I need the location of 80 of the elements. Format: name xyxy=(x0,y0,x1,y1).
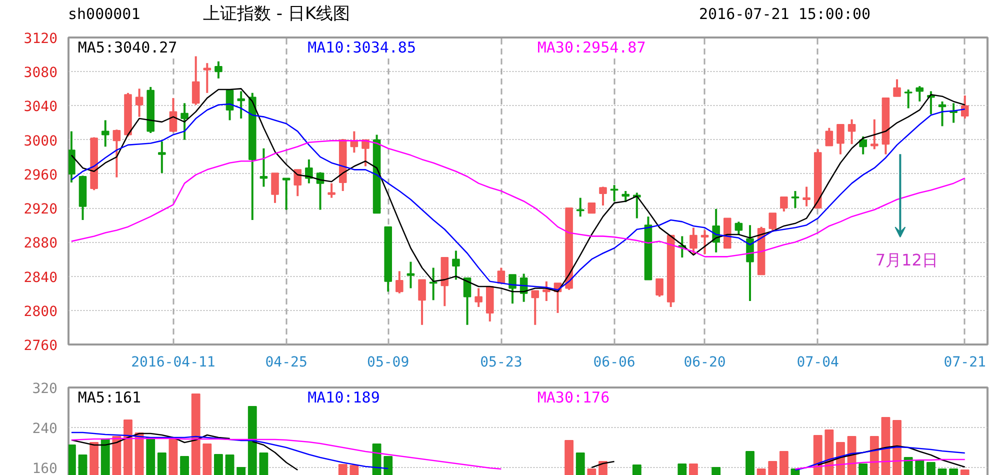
candlestick xyxy=(271,172,279,204)
candlestick xyxy=(158,140,166,174)
text: MA30:2954.87 xyxy=(537,38,646,56)
candlestick xyxy=(135,88,144,118)
candlestick xyxy=(101,119,110,148)
x-tick-label: 07-21 xyxy=(944,354,986,370)
annotation: 7月12日 xyxy=(875,250,938,270)
candlestick xyxy=(848,118,856,146)
candlestick xyxy=(214,60,222,80)
candlestick xyxy=(169,97,178,134)
y-tick-label: 3120 xyxy=(24,31,58,47)
candlestick xyxy=(180,102,188,141)
candlestick xyxy=(588,202,596,214)
candlestick xyxy=(780,196,788,212)
candlestick xyxy=(700,229,709,256)
x-tick-label: 07-04 xyxy=(796,354,839,370)
candlestick xyxy=(531,290,540,326)
text: sh000001 xyxy=(68,4,140,25)
text: MA10:189 xyxy=(308,388,380,406)
x-tick-label: 2016-04-11 xyxy=(131,354,216,370)
y-tick-label: 3000 xyxy=(24,133,58,150)
chart-title: 上证指数 - 日K线图 xyxy=(203,3,350,26)
candlestick xyxy=(68,130,76,184)
x-tick-label: 06-20 xyxy=(684,354,726,370)
candlestick xyxy=(893,78,901,98)
candlestick xyxy=(916,85,924,102)
candlestick xyxy=(734,220,743,236)
x-tick-label: 06-06 xyxy=(593,354,636,370)
candlestick xyxy=(960,94,969,120)
candlestick xyxy=(622,190,630,204)
y-tick-label: 320 xyxy=(32,381,58,397)
candlestick xyxy=(497,266,506,284)
candlestick xyxy=(294,168,302,198)
text: MA30:176 xyxy=(537,388,610,406)
candlestick xyxy=(746,224,754,302)
candlestick xyxy=(282,177,290,211)
y-tick-label: 2760 xyxy=(24,338,58,354)
candlestick xyxy=(791,190,800,210)
candlestick xyxy=(237,90,245,120)
candlestick xyxy=(508,274,516,305)
candlestick xyxy=(904,88,912,110)
candlestick xyxy=(656,278,664,298)
candlestick xyxy=(474,287,482,308)
x-tick-label: 05-23 xyxy=(480,354,522,370)
text: MA10:3034.85 xyxy=(308,38,416,56)
x-tick-label: 05-09 xyxy=(367,354,410,370)
candlestick xyxy=(599,186,607,206)
candlestick xyxy=(542,280,550,302)
candlestick xyxy=(768,212,777,233)
x-tick-label: 04-25 xyxy=(265,354,308,370)
text: MA5:3040.27 xyxy=(78,38,178,56)
y-tick-label: 3080 xyxy=(24,65,58,82)
y-tick-label: 240 xyxy=(32,421,58,437)
candlestick xyxy=(112,128,121,178)
candlestick xyxy=(260,147,268,188)
candlestick xyxy=(452,250,460,281)
y-tick-label: 2920 xyxy=(24,202,58,218)
candlestick xyxy=(203,62,212,94)
y-tick-label: 160 xyxy=(32,461,58,475)
candlestick xyxy=(396,270,404,294)
candlestick xyxy=(226,89,234,122)
candlestick xyxy=(938,100,946,128)
candlestick xyxy=(192,55,200,106)
candlestick xyxy=(328,182,336,199)
series-label: MA5:161 xyxy=(78,388,142,406)
text: 2016-07-21 15:00:00 xyxy=(699,4,871,25)
y-tick-label: 2800 xyxy=(24,304,58,320)
y-tick-label: 2840 xyxy=(24,270,58,286)
candlestick xyxy=(690,226,698,256)
y-tick-label: 3040 xyxy=(24,99,58,116)
candlestick xyxy=(406,260,415,290)
candlestick xyxy=(859,135,867,156)
candlestick xyxy=(836,123,844,156)
candlestick xyxy=(429,266,438,302)
y-tick-label: 2960 xyxy=(24,167,58,184)
candlestick xyxy=(802,186,810,208)
y-tick-label: 2880 xyxy=(24,236,58,252)
candlestick xyxy=(825,126,834,147)
candlestick xyxy=(418,278,426,326)
candlestick xyxy=(870,118,878,150)
